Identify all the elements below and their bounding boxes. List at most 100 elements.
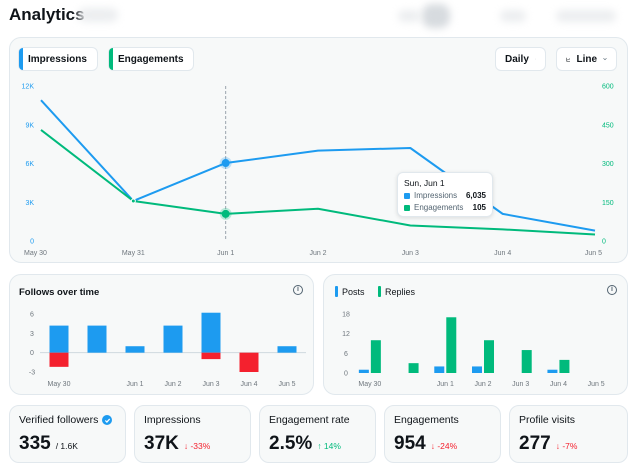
posts-legend-label: Posts — [342, 286, 365, 297]
tooltip-engagements-value: 105 — [472, 203, 486, 212]
engagements-point — [130, 198, 136, 204]
unfollows-bar — [49, 352, 69, 367]
info-icon[interactable]: i — [293, 285, 303, 295]
posts-bar — [472, 366, 482, 373]
stat-trend: ↓ -24% — [430, 441, 458, 451]
x-tick-label: Jun 1 — [217, 250, 234, 257]
stat-card-impressions[interactable]: Impressions 37K ↓ -33% — [134, 405, 251, 463]
replies-bar — [559, 359, 570, 373]
x-tick-label: Jun 1 — [437, 381, 454, 388]
unfollows-bar — [201, 352, 221, 360]
posts-legend[interactable]: Posts — [335, 286, 365, 297]
x-tick-label: Jun 4 — [240, 381, 257, 388]
follows-bar — [125, 346, 145, 353]
stat-card-engagements[interactable]: Engagements 954 ↓ -24% — [384, 405, 501, 463]
y-tick-label: 12 — [342, 331, 350, 338]
tooltip-impressions-value: 6,035 — [465, 191, 486, 200]
stat-value-row: 277 ↓ -7% — [519, 433, 618, 455]
posts-bar — [434, 366, 445, 373]
stat-card-profile-visits[interactable]: Profile visits 277 ↓ -7% — [509, 405, 628, 463]
impressions-filter[interactable]: Impressions — [18, 47, 98, 71]
stat-label: Engagement rate — [269, 414, 350, 426]
blurred-header-item — [422, 4, 450, 28]
chart-type-select[interactable]: Line — [556, 47, 617, 71]
stat-label: Impressions — [144, 414, 201, 426]
info-icon[interactable]: i — [607, 285, 617, 295]
replies-bar — [521, 350, 532, 373]
replies-bar — [370, 340, 381, 373]
y-tick-label: 6 — [30, 312, 34, 319]
y-tick-label: 3 — [30, 331, 34, 338]
y-right-tick-label: 300 — [602, 161, 614, 168]
stat-trend: ↑ 14% — [317, 441, 341, 451]
tooltip-impressions-row: Impressions 6,035 — [404, 191, 486, 200]
stat-label: Engagements — [394, 414, 459, 426]
stat-label: Verified followers — [19, 414, 116, 426]
y-right-tick-label: 600 — [602, 84, 614, 91]
impressions-color-bar — [19, 48, 23, 70]
chart-type-select-label: Line — [576, 53, 598, 65]
replies-legend-swatch — [378, 286, 381, 297]
line-chart-icon — [566, 57, 571, 61]
stat-label: Profile visits — [519, 414, 576, 426]
stat-trend: ↓ -7% — [555, 441, 578, 451]
period-select-label: Daily — [505, 53, 529, 65]
x-tick-label: Jun 5 — [585, 250, 602, 257]
x-tick-label: Jun 1 — [126, 381, 143, 388]
blurred-header-item — [398, 10, 420, 22]
x-tick-label: May 30 — [24, 250, 47, 257]
stat-value: 335 — [19, 433, 51, 454]
engagements-filter[interactable]: Engagements — [108, 47, 194, 71]
follows-panel-title: Follows over time — [19, 287, 100, 298]
unfollows-bar — [239, 352, 259, 372]
x-tick-label: May 31 — [122, 250, 145, 257]
tooltip-engagements-label: Engagements — [414, 203, 464, 212]
posts-bar — [547, 369, 558, 373]
y-left-tick-label: 0 — [30, 239, 34, 246]
tooltip-engagements-row: Engagements 105 — [404, 203, 486, 212]
chevron-down-icon — [603, 58, 607, 61]
y-right-tick-label: 450 — [602, 122, 614, 129]
follows-bar — [49, 325, 69, 353]
tooltip-impressions-label: Impressions — [414, 191, 458, 200]
posts-bar — [358, 369, 369, 373]
x-tick-label: Jun 3 — [202, 381, 219, 388]
replies-legend[interactable]: Replies — [378, 286, 415, 297]
engagements-color-bar — [109, 48, 113, 70]
x-tick-label: May 30 — [358, 381, 381, 388]
chart-tooltip: Sun, Jun 1 Impressions 6,035 Engagements… — [397, 172, 493, 217]
impressions-point — [221, 159, 230, 168]
x-tick-label: Jun 4 — [494, 250, 511, 257]
stat-card-verified-followers[interactable]: Verified followers 335 / 1.6K — [9, 405, 126, 463]
stat-trend: ↓ -33% — [183, 441, 211, 451]
stat-label-text: Verified followers — [19, 414, 99, 426]
period-select[interactable]: Daily — [495, 47, 546, 71]
x-tick-label: Jun 3 — [402, 250, 419, 257]
impressions-swatch — [404, 192, 410, 199]
stat-value: 277 — [519, 433, 551, 454]
stat-card-engagement-rate[interactable]: Engagement rate 2.5% ↑ 14% — [259, 405, 376, 463]
y-left-tick-label: 6K — [25, 161, 34, 168]
stat-value-row: 954 ↓ -24% — [394, 433, 491, 455]
stat-value: 954 — [394, 433, 426, 454]
blurred-header-item — [556, 10, 616, 22]
replies-bar — [446, 317, 457, 373]
replies-bar — [484, 340, 494, 373]
tooltip-date: Sun, Jun 1 — [404, 178, 445, 188]
x-tick-label: Jun 5 — [588, 381, 605, 388]
verified-badge-icon — [102, 415, 113, 425]
y-tick-label: 0 — [344, 371, 348, 378]
y-tick-label: 6 — [344, 351, 348, 358]
stat-value-row: 2.5% ↑ 14% — [269, 433, 366, 455]
x-tick-label: Jun 2 — [474, 381, 491, 388]
x-tick-label: May 30 — [48, 381, 71, 388]
follows-bar — [163, 325, 183, 353]
x-tick-label: Jun 5 — [278, 381, 295, 388]
y-left-tick-label: 3K — [25, 200, 34, 207]
x-tick-label: Jun 2 — [309, 250, 326, 257]
posts-replies-panel — [323, 274, 628, 395]
replies-legend-label: Replies — [385, 286, 416, 297]
replies-bar — [408, 363, 419, 373]
